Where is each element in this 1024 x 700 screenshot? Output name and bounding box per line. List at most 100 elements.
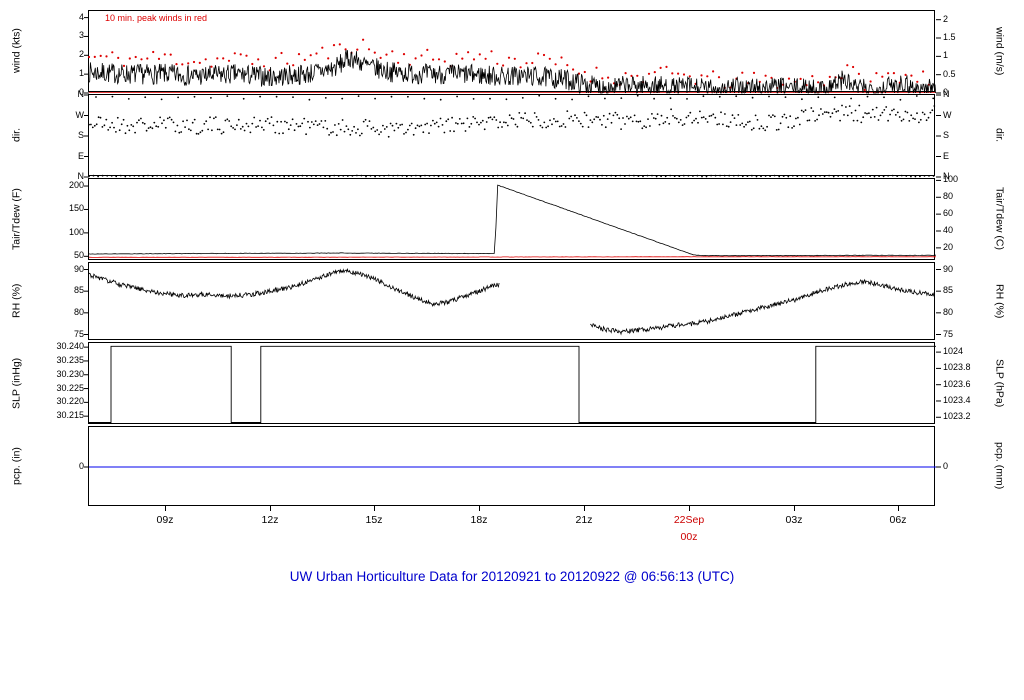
- ytick-right-slp: 1023.2: [943, 411, 971, 422]
- dir-main: [88, 104, 936, 138]
- ytick-left-slp: 30.235: [56, 354, 84, 365]
- x-tick-mark: [584, 506, 585, 511]
- x-tick-label: 15z: [365, 514, 383, 526]
- ytick-left-rh: 80: [73, 306, 84, 317]
- ytick-left-temp: 200: [68, 180, 84, 191]
- ytick-left-temp: 50: [73, 250, 84, 261]
- x-tick-label: 18z: [470, 514, 488, 526]
- x-tick-label-line2: 00z: [680, 531, 698, 543]
- y-axis-label-left-pcp: pcp. (in): [10, 447, 23, 485]
- ytick-right-slp: 1023.8: [943, 362, 971, 373]
- ytick-right-slp: 1024: [943, 346, 964, 357]
- ytick-right-temp: 100: [943, 174, 959, 185]
- ytick-right-wind: 0.5: [943, 68, 956, 79]
- x-tick-label: 06z: [889, 514, 907, 526]
- x-tick-label: 12z: [261, 514, 279, 526]
- y-axis-label-left-slp: SLP (inHg): [10, 357, 23, 409]
- ytick-left-wind: 3: [78, 30, 84, 41]
- wind-avg: [88, 49, 937, 95]
- x-tick-mark: [689, 506, 690, 511]
- y-axis-label-left-dir: dir.: [10, 128, 23, 143]
- ytick-right-wind: 1.5: [943, 32, 956, 42]
- ytick-left-slp: 30.230: [56, 368, 84, 379]
- ytick-right-rh: 80: [943, 306, 954, 317]
- ytick-left-rh: 85: [73, 285, 84, 296]
- panel-plot-wind: 10 min. peak winds in red: [84, 13, 941, 95]
- ytick-right-dir: N: [943, 171, 950, 181]
- ytick-right-temp: 60: [943, 208, 954, 219]
- y-axis-label-right-pcp: pcp. (mm): [993, 442, 1006, 490]
- ytick-left-slp: 30.225: [56, 382, 84, 393]
- ytick-right-dir: S: [943, 130, 950, 140]
- ytick-right-pcp: 0: [943, 461, 949, 471]
- x-tick-label: 22Sep: [673, 514, 705, 526]
- x-tick-label: 03z: [785, 514, 803, 526]
- x-tick-mark: [165, 506, 166, 511]
- rh: [88, 267, 500, 308]
- x-tick-mark: [374, 506, 375, 511]
- panel-wind: 10 min. peak winds in red: [84, 10, 941, 95]
- ytick-right-slp: 1023.6: [943, 378, 971, 389]
- ytick-right-rh: 85: [943, 285, 954, 296]
- panel-dir: [84, 94, 941, 178]
- x-tick-label: 21z: [575, 514, 593, 526]
- x-tick-mark: [479, 506, 480, 511]
- ytick-left-rh: 75: [73, 328, 84, 339]
- ytick-right-temp: 40: [943, 225, 954, 235]
- ytick-left-temp: 150: [68, 203, 84, 214]
- peak-winds-note: 10 min. peak winds in red: [105, 13, 207, 23]
- y-axis-label-left-wind: wind (kts): [10, 28, 23, 74]
- ytick-left-wind: 1: [78, 68, 84, 79]
- slp: [89, 345, 936, 423]
- y-axis-label-right-slp: SLP (hPa): [993, 358, 1006, 408]
- ytick-right-temp: 20: [943, 241, 954, 252]
- ytick-left-dir: S: [77, 130, 84, 140]
- panel-temp: [84, 178, 941, 260]
- dir-north-top: [95, 94, 935, 101]
- ytick-right-dir: N: [943, 89, 950, 99]
- ytick-right-wind: 1: [943, 50, 949, 61]
- x-tick-label: 09z: [156, 514, 174, 526]
- y-axis-label-right-temp: Tair/Tdew (C): [993, 187, 1006, 251]
- x-tick-mark: [794, 506, 795, 511]
- tdew: [88, 256, 937, 258]
- panel-rh: [84, 262, 941, 340]
- rh: [590, 278, 935, 336]
- x-tick-mark: [270, 506, 271, 511]
- panel-plot-pcp: [84, 466, 941, 468]
- ytick-right-temp: 80: [943, 191, 954, 202]
- x-tick-mark: [898, 506, 899, 511]
- ytick-right-dir: W: [943, 109, 952, 120]
- ytick-left-rh: 90: [73, 263, 84, 274]
- ytick-left-slp: 30.215: [56, 410, 84, 421]
- ytick-left-wind: 2: [78, 49, 84, 60]
- dir-north-bottom: [88, 174, 935, 178]
- ytick-right-slp: 1023.4: [943, 394, 971, 405]
- y-axis-label-left-rh: RH (%): [10, 283, 23, 319]
- ytick-left-wind: 0: [78, 87, 84, 97]
- ytick-right-rh: 90: [943, 263, 954, 274]
- y-axis-label-right-rh: RH (%): [993, 283, 1006, 319]
- ytick-right-wind: 0: [943, 87, 949, 97]
- ytick-left-wind: 4: [78, 11, 84, 22]
- tair: [88, 184, 936, 257]
- ytick-left-slp: 30.220: [56, 396, 84, 407]
- panel-pcp: [84, 426, 941, 506]
- ytick-left-dir: W: [75, 109, 85, 120]
- panel-plot-dir: [84, 94, 941, 178]
- panel-plot-temp: [84, 179, 941, 258]
- ytick-right-dir: E: [943, 150, 950, 161]
- panel-slp: [84, 342, 941, 424]
- y-axis-label-right-wind: wind (m/s): [993, 26, 1006, 76]
- panel-plot-rh: [84, 267, 941, 336]
- chart-title: UW Urban Horticulture Data for 20120921 …: [289, 569, 735, 584]
- ytick-right-wind: 2: [943, 13, 949, 24]
- ytick-right-rh: 75: [943, 328, 954, 339]
- ytick-left-pcp: 0: [78, 461, 84, 471]
- ytick-left-dir: N: [77, 171, 85, 181]
- panel-plot-slp: [84, 345, 941, 423]
- y-axis-label-left-temp: Tair/Tdew (F): [10, 188, 23, 250]
- ytick-left-dir: E: [77, 150, 84, 161]
- ytick-left-dir: N: [77, 89, 85, 99]
